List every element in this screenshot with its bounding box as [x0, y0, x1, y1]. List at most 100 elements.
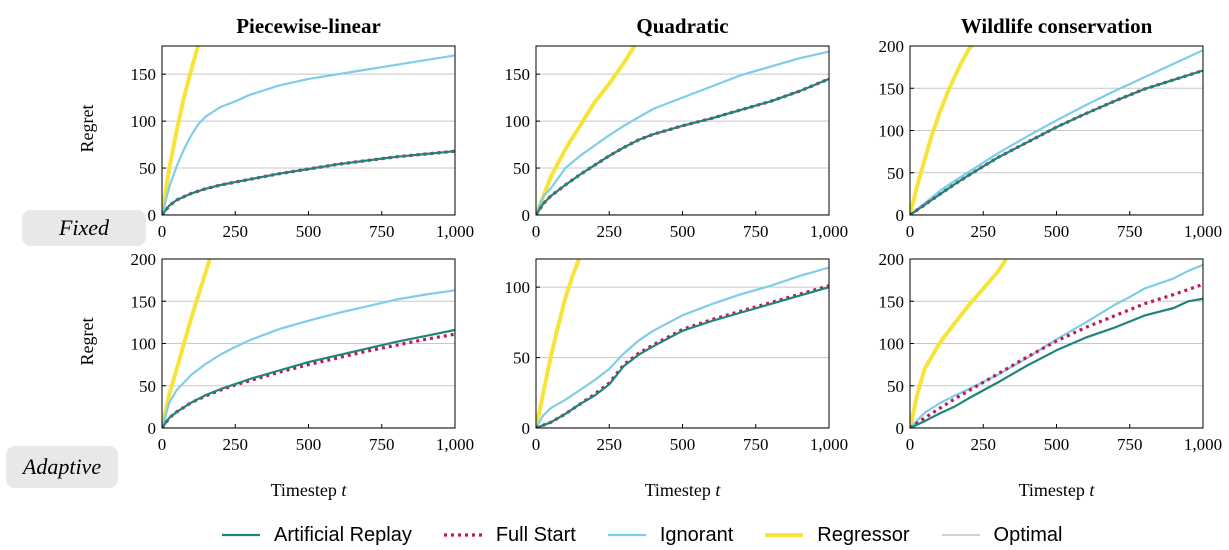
y-axis-label: Regret [77, 105, 97, 153]
y-tick-label: 200 [131, 250, 157, 269]
y-tick-label: 100 [131, 335, 157, 354]
y-tick-label: 150 [505, 65, 531, 84]
x-tick-label: 0 [532, 435, 541, 454]
x-tick-label: 500 [296, 222, 322, 241]
row-label-adaptive: Adaptive [6, 446, 118, 488]
legend-item-artificial-replay: Artificial Replay [220, 524, 412, 547]
x-tick-label: 250 [971, 435, 997, 454]
series-line-artificial-replay [536, 286, 829, 428]
x-tick-label: 500 [1044, 435, 1070, 454]
x-tick-label: 0 [158, 435, 167, 454]
series-line-regressor [162, 46, 201, 215]
panel-title: Wildlife conservation [961, 14, 1153, 38]
x-tick-label: 750 [743, 222, 769, 241]
legend-item-optimal: Optimal [940, 523, 1063, 547]
x-tick-label: 750 [369, 435, 395, 454]
series-line-ignorant [162, 54, 455, 215]
panel-1: 0 250 500 750 1,000 0 50 100 150 Piecewise-linear… [77, 14, 474, 241]
y-tick-label: 50 [139, 159, 156, 178]
x-tick-label: 750 [743, 435, 769, 454]
x-tick-label: 750 [1117, 222, 1143, 241]
y-tick-label: 0 [522, 206, 531, 225]
x-tick-label: 250 [971, 222, 997, 241]
y-tick-label: 100 [505, 112, 531, 131]
series-line-full-start [536, 77, 829, 215]
x-tick-label: 1,000 [436, 435, 474, 454]
panel-title: Piecewise-linear [236, 14, 381, 38]
series-line-ignorant [910, 49, 1203, 215]
panel-title: Quadratic [636, 14, 728, 38]
x-tick-label: 1,000 [810, 435, 848, 454]
y-tick-label: 150 [131, 292, 157, 311]
x-tick-label: 500 [1044, 222, 1070, 241]
y-tick-label: 50 [139, 377, 156, 396]
legend-item-full-start: Full Start [442, 524, 576, 547]
x-tick-label: 0 [906, 435, 915, 454]
series-line-regressor [162, 259, 212, 428]
x-tick-label: 500 [670, 222, 696, 241]
legend-label: Artificial Replay [274, 523, 412, 546]
panel-4: 0 250 500 750 1,000 0 50 100 150 200 Regret Timeste… [77, 250, 474, 500]
y-tick-label: 150 [879, 79, 905, 98]
series-line-ignorant [536, 266, 829, 428]
legend-label: Ignorant [659, 523, 734, 546]
x-tick-label: 1,000 [1184, 222, 1222, 241]
row-label-fixed: Fixed [22, 210, 146, 246]
x-tick-label: 1,000 [1184, 435, 1222, 454]
series-line-full-start [162, 149, 455, 215]
series-line-artificial-replay [910, 69, 1203, 215]
x-tick-label: 750 [1117, 435, 1143, 454]
y-tick-label: 0 [148, 419, 157, 438]
panel-3: 0 250 500 750 1,000 0 50 100 150 200 Wildlife cons… [879, 14, 1223, 241]
y-tick-label: 150 [879, 292, 905, 311]
y-tick-label: 0 [522, 419, 531, 438]
legend-swatch [222, 533, 260, 537]
x-tick-label: 250 [597, 435, 623, 454]
panel-2: 0 250 500 750 1,000 0 50 100 150 Quadratic [505, 14, 849, 241]
x-axis-label: Timestep t [271, 480, 348, 500]
y-tick-label: 100 [879, 122, 905, 141]
y-tick-label: 50 [513, 349, 530, 368]
x-tick-label: 250 [223, 222, 249, 241]
y-tick-label: 0 [896, 419, 905, 438]
legend-label: Full Start [495, 523, 576, 546]
x-tick-label: 250 [223, 435, 249, 454]
legend-swatch [443, 533, 482, 537]
y-tick-label: 50 [887, 164, 904, 183]
x-axis-label: Timestep t [645, 480, 722, 500]
legend-item-regressor: Regressor [763, 523, 910, 547]
y-tick-label: 200 [879, 250, 905, 269]
y-tick-label: 150 [131, 65, 157, 84]
legend-swatch [607, 533, 646, 537]
series-line-ignorant [162, 289, 455, 428]
x-axis-label: Timestep t [1019, 480, 1096, 500]
legend-label: Regressor [817, 523, 910, 546]
y-tick-label: 50 [513, 159, 530, 178]
x-tick-label: 750 [369, 222, 395, 241]
x-tick-label: 500 [296, 435, 322, 454]
y-tick-label: 100 [505, 278, 531, 297]
legend: Artificial Replay Full Start Ignorant Regre… [220, 520, 1092, 550]
series-line-full-start [162, 332, 455, 428]
y-tick-label: 100 [131, 112, 157, 131]
x-tick-label: 0 [158, 222, 167, 241]
legend-item-ignorant: Ignorant [606, 524, 733, 547]
legend-label: Optimal [993, 523, 1063, 546]
series-line-artificial-replay [162, 150, 455, 215]
series-line-regressor [910, 46, 975, 215]
series-line-ignorant [910, 263, 1203, 428]
series-line-artificial-replay [910, 297, 1203, 428]
legend-swatch [765, 533, 804, 537]
x-tick-label: 0 [906, 222, 915, 241]
y-tick-label: 50 [887, 377, 904, 396]
series-line-full-start [536, 284, 829, 428]
panel-5: 0 250 500 750 1,000 0 50 100 Timestep t [505, 258, 848, 500]
series-line-artificial-replay [162, 328, 455, 428]
series-line-full-start [910, 68, 1203, 215]
plot-frame [535, 45, 830, 216]
series-line-ignorant [536, 50, 829, 215]
x-tick-label: 1,000 [810, 222, 848, 241]
y-tick-label: 200 [879, 37, 905, 56]
legend-swatch [941, 534, 980, 536]
x-tick-label: 250 [597, 222, 623, 241]
